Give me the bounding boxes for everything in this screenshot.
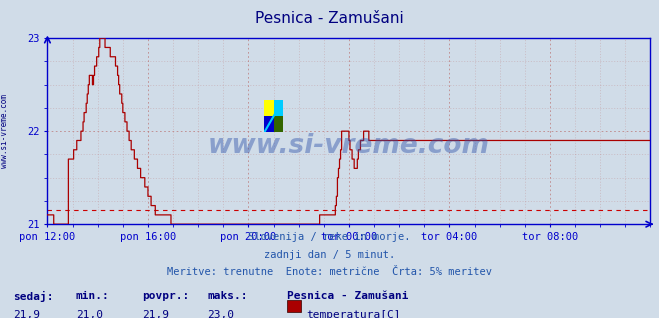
Text: 21,9: 21,9 (142, 310, 169, 318)
Text: zadnji dan / 5 minut.: zadnji dan / 5 minut. (264, 250, 395, 259)
Text: min.:: min.: (76, 291, 109, 301)
Bar (264, 100, 273, 116)
Text: 21,9: 21,9 (13, 310, 40, 318)
Text: www.si-vreme.com: www.si-vreme.com (0, 94, 9, 168)
Text: Meritve: trenutne  Enote: metrične  Črta: 5% meritev: Meritve: trenutne Enote: metrične Črta: … (167, 267, 492, 277)
Text: www.si-vreme.com: www.si-vreme.com (208, 133, 490, 159)
Text: povpr.:: povpr.: (142, 291, 189, 301)
Text: Slovenija / reke in morje.: Slovenija / reke in morje. (248, 232, 411, 242)
Text: temperatura[C]: temperatura[C] (306, 310, 401, 318)
Bar (273, 100, 283, 116)
Bar (273, 116, 283, 132)
Text: Pesnica - Zamušani: Pesnica - Zamušani (287, 291, 408, 301)
Text: sedaj:: sedaj: (13, 291, 53, 302)
Text: 21,0: 21,0 (76, 310, 103, 318)
Text: Pesnica - Zamušani: Pesnica - Zamušani (255, 11, 404, 26)
Bar (264, 116, 273, 132)
Text: 23,0: 23,0 (208, 310, 235, 318)
Text: maks.:: maks.: (208, 291, 248, 301)
